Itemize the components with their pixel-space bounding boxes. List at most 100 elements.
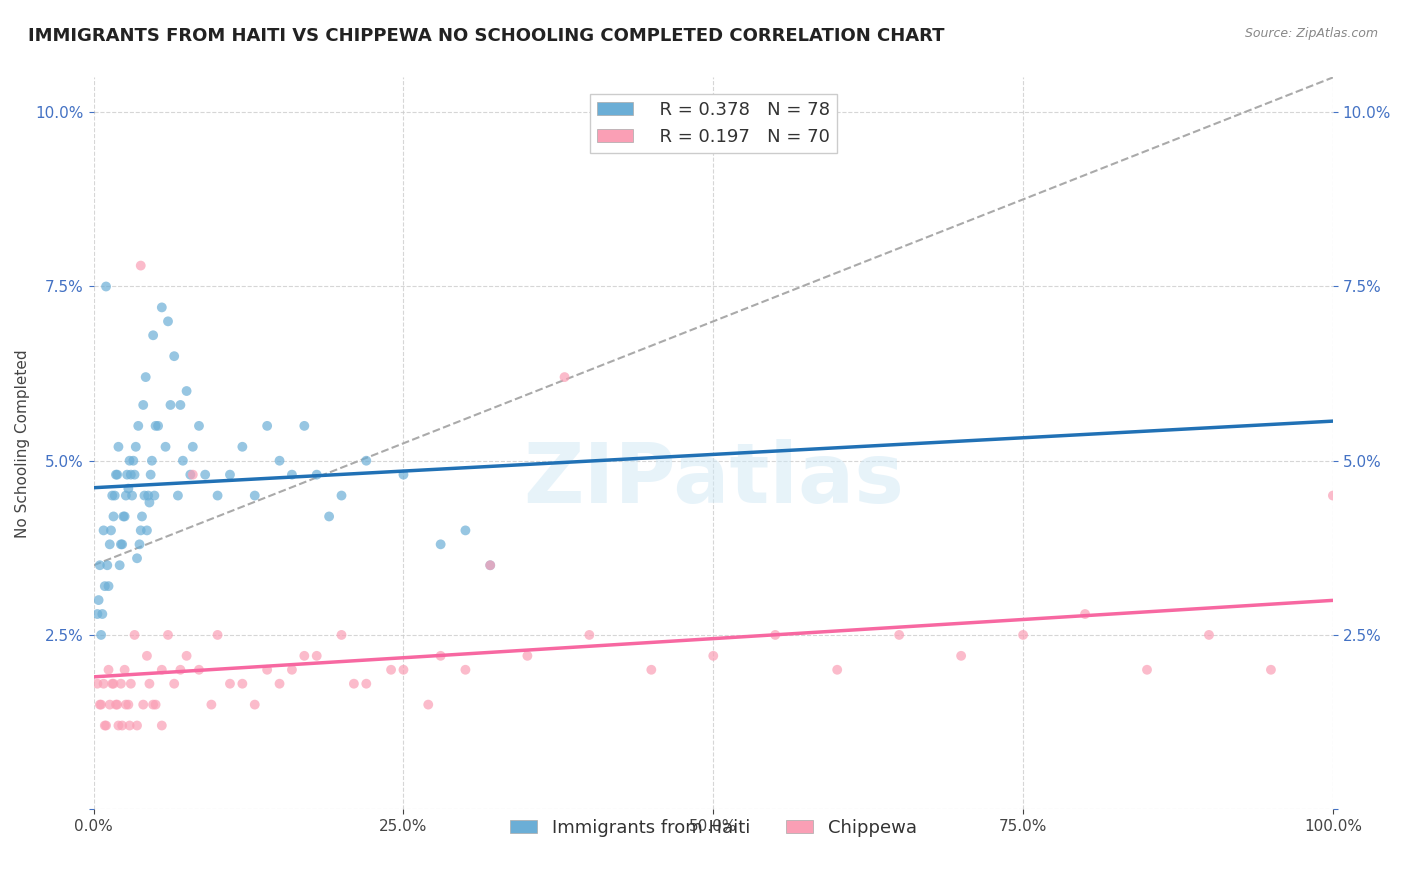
Point	[143, 489, 166, 503]
Point	[125, 718, 148, 732]
Point	[269, 676, 291, 690]
Point	[90, 628, 112, 642]
Y-axis label: No Schooling Completed: No Schooling Completed	[15, 349, 30, 538]
Point	[124, 628, 146, 642]
Point	[169, 398, 191, 412]
Point	[127, 418, 149, 433]
Point	[104, 467, 127, 482]
Point	[142, 698, 165, 712]
Point	[101, 489, 124, 503]
Point	[134, 489, 156, 503]
Point	[132, 698, 155, 712]
Point	[146, 418, 169, 433]
Point	[94, 718, 117, 732]
Point	[950, 648, 973, 663]
Point	[188, 418, 211, 433]
Point	[231, 440, 253, 454]
Point	[138, 495, 160, 509]
Point	[118, 453, 141, 467]
Point	[111, 537, 134, 551]
Point	[429, 648, 451, 663]
Point	[292, 648, 315, 663]
Point	[479, 558, 502, 573]
Point	[454, 524, 477, 538]
Point	[112, 509, 135, 524]
Text: ZIPatlas: ZIPatlas	[523, 440, 904, 520]
Point	[142, 328, 165, 343]
Point	[418, 698, 440, 712]
Point	[179, 467, 201, 482]
Point	[90, 698, 112, 712]
Point	[219, 676, 242, 690]
Point	[380, 663, 402, 677]
Point	[111, 718, 134, 732]
Point	[219, 467, 242, 482]
Point	[578, 628, 600, 642]
Point	[129, 524, 152, 538]
Point	[1260, 663, 1282, 677]
Text: IMMIGRANTS FROM HAITI VS CHIPPEWA NO SCHOOLING COMPLETED CORRELATION CHART: IMMIGRANTS FROM HAITI VS CHIPPEWA NO SCH…	[28, 27, 945, 45]
Point	[107, 440, 129, 454]
Point	[167, 489, 190, 503]
Point	[105, 698, 128, 712]
Point	[128, 537, 150, 551]
Point	[1074, 607, 1097, 621]
Point	[136, 648, 159, 663]
Point	[330, 628, 353, 642]
Point	[1198, 628, 1220, 642]
Point	[554, 370, 576, 384]
Point	[135, 370, 157, 384]
Point	[136, 489, 159, 503]
Point	[132, 398, 155, 412]
Point	[125, 440, 148, 454]
Point	[231, 676, 253, 690]
Point	[150, 663, 173, 677]
Point	[139, 467, 162, 482]
Point	[194, 467, 217, 482]
Point	[131, 509, 153, 524]
Text: Source: ZipAtlas.com: Source: ZipAtlas.com	[1244, 27, 1378, 40]
Point	[117, 698, 139, 712]
Point	[318, 509, 340, 524]
Point	[118, 718, 141, 732]
Point	[145, 418, 167, 433]
Point	[343, 676, 366, 690]
Legend: Immigrants from Haiti, Chippewa: Immigrants from Haiti, Chippewa	[503, 812, 924, 844]
Point	[122, 453, 145, 467]
Point	[138, 676, 160, 690]
Point	[121, 489, 143, 503]
Point	[98, 698, 121, 712]
Point	[176, 384, 198, 398]
Point	[103, 676, 125, 690]
Point	[176, 648, 198, 663]
Point	[107, 718, 129, 732]
Point	[104, 698, 127, 712]
Point	[356, 676, 378, 690]
Point	[429, 537, 451, 551]
Point	[479, 558, 502, 573]
Point	[181, 440, 204, 454]
Point	[1136, 663, 1159, 677]
Point	[96, 558, 118, 573]
Point	[188, 663, 211, 677]
Point	[110, 676, 132, 690]
Point	[115, 489, 138, 503]
Point	[356, 453, 378, 467]
Point	[305, 467, 328, 482]
Point	[94, 279, 117, 293]
Point	[269, 453, 291, 467]
Point	[256, 418, 278, 433]
Point	[256, 663, 278, 677]
Point	[640, 663, 662, 677]
Point	[136, 524, 159, 538]
Point	[702, 648, 724, 663]
Point	[1322, 489, 1344, 503]
Point	[169, 663, 191, 677]
Point	[100, 524, 122, 538]
Point	[292, 418, 315, 433]
Point	[163, 349, 186, 363]
Point	[150, 718, 173, 732]
Point	[104, 489, 127, 503]
Point	[330, 489, 353, 503]
Point	[156, 628, 179, 642]
